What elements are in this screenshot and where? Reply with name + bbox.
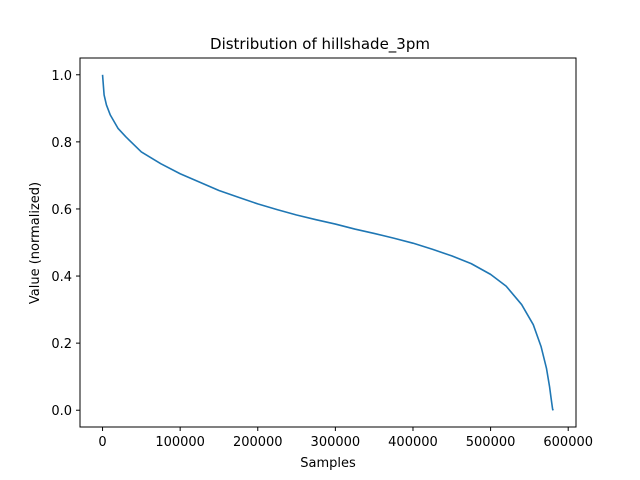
y-tick-label: 0.2 — [51, 337, 72, 352]
y-tick-label: 0.4 — [51, 270, 72, 285]
y-axis-label: Value (normalized) — [28, 182, 43, 304]
x-tick-label: 600000 — [543, 435, 593, 450]
axes: 0 100000 200000 300000 400000 500000 600000 0.0… — [51, 57, 593, 450]
chart-title: Distribution of hillshade_3pm — [210, 35, 430, 54]
y-tick-label: 0.8 — [51, 136, 72, 151]
series-line — [101, 74, 554, 411]
axes-frame — [79, 57, 577, 428]
x-tick-label: 500000 — [466, 435, 516, 450]
x-tick-label: 400000 — [388, 435, 438, 450]
x-tick-label: 200000 — [233, 435, 283, 450]
x-tick-label: 100000 — [155, 435, 205, 450]
x-tick-label: 300000 — [311, 435, 361, 450]
y-tick-label: 1.0 — [51, 69, 72, 84]
x-tick-label: 0 — [98, 435, 106, 450]
y-tick-label: 0.6 — [51, 203, 72, 218]
y-tick-label: 0.0 — [51, 404, 72, 419]
plot-area — [101, 74, 554, 411]
x-axis-label: Samples — [300, 456, 356, 471]
